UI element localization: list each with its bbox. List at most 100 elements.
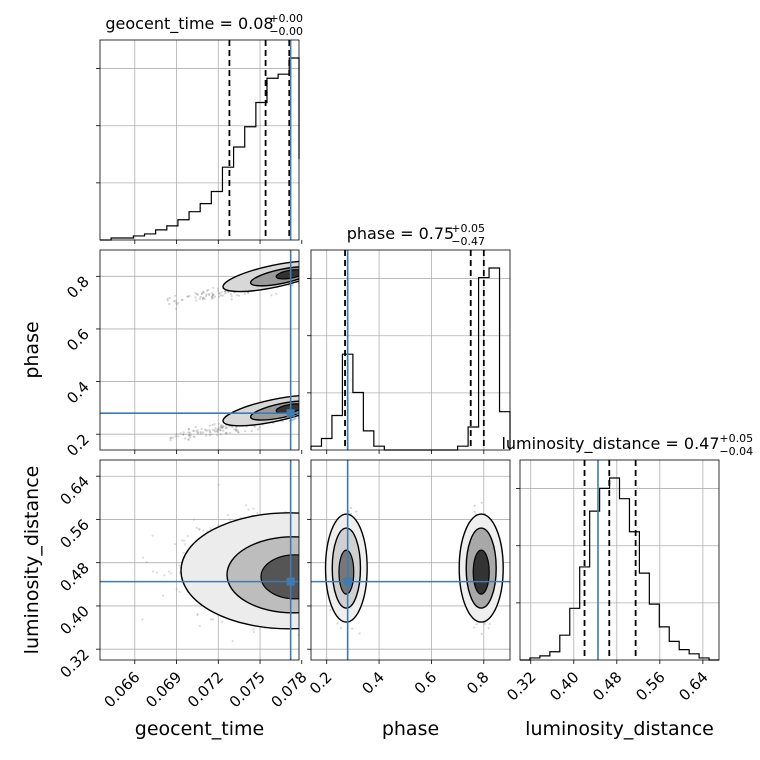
sample-point [291, 418, 294, 421]
x-tick-label: 0.069 [142, 668, 185, 711]
tick-layer [96, 68, 704, 664]
x-tick-label: 0.4 [358, 668, 388, 698]
sample-point [192, 435, 195, 438]
sample-point [250, 430, 253, 433]
sample-point [253, 425, 257, 428]
sample-point [189, 436, 192, 439]
sample-point [170, 436, 173, 440]
y-tick-label: 0.40 [56, 602, 92, 638]
sample-point [168, 302, 171, 306]
sample-point [180, 298, 184, 302]
sample-point [336, 622, 339, 625]
sample-point [182, 431, 185, 434]
hist-title-lower-geocent_time: −0.00 [269, 25, 303, 38]
sample-point [207, 288, 210, 291]
sample-point [219, 425, 222, 428]
sample-point [211, 618, 215, 621]
sample-point [166, 297, 169, 300]
sample-point [199, 431, 202, 434]
sample-point [171, 436, 174, 439]
sample-point [252, 507, 255, 510]
sample-point [301, 411, 303, 413]
sample-point [236, 430, 240, 433]
sample-point [198, 297, 201, 300]
sample-point [235, 294, 239, 297]
panel-frame [99, 249, 300, 451]
sample-point [204, 294, 208, 298]
sample-point [225, 432, 228, 435]
sample-point [237, 294, 241, 297]
y-tick-label: 0.6 [63, 325, 93, 355]
sample-point [211, 293, 214, 297]
sample-point [230, 298, 233, 301]
sample-point [198, 527, 201, 531]
sample-point [194, 425, 197, 429]
sample-point [217, 422, 220, 425]
sample-point [203, 428, 206, 431]
histogram-step-geocent_time [100, 57, 300, 241]
sample-point [300, 416, 302, 418]
sample-point [187, 438, 190, 441]
sample-point [219, 433, 222, 436]
sample-point [235, 429, 238, 432]
sample-point [222, 425, 225, 428]
sample-point [247, 508, 250, 511]
sample-point [301, 405, 303, 407]
sample-point [256, 511, 259, 514]
hist-title-upper-phase: +0.05 [451, 222, 485, 235]
x-tick-label: 0.8 [463, 668, 493, 698]
sample-point [210, 295, 213, 299]
sample-point [155, 571, 159, 574]
contour-inner [338, 549, 355, 595]
sample-point [174, 435, 177, 438]
sample-point [483, 622, 486, 626]
sample-point [163, 574, 166, 577]
sample-point [201, 296, 204, 300]
sample-point [300, 412, 302, 414]
sample-point [480, 632, 483, 636]
sample-point [209, 618, 213, 621]
sample-point [141, 618, 144, 621]
sample-point [228, 431, 232, 434]
x-tick-label: 0.40 [546, 668, 582, 704]
x-axis-label-phase: phase [382, 718, 439, 740]
sample-point [174, 294, 177, 297]
sample-point [192, 429, 195, 433]
sample-point [187, 295, 190, 298]
sample-point [205, 289, 209, 292]
sample-point [196, 612, 199, 616]
x-tick-label: 0.64 [675, 668, 711, 704]
sample-point [213, 295, 217, 298]
sample-points-layer [141, 268, 499, 643]
sample-point [188, 434, 191, 438]
sample-point [182, 433, 185, 436]
sample-point [207, 294, 211, 297]
sample-point [169, 436, 172, 439]
sample-point [475, 623, 478, 626]
sample-point [233, 428, 236, 431]
y-tick-label: 0.4 [63, 378, 93, 408]
sample-point [141, 556, 145, 559]
sample-point [244, 430, 247, 433]
sample-point [176, 435, 180, 438]
sample-point [217, 428, 220, 431]
sample-point [225, 424, 228, 427]
sample-point [231, 640, 234, 643]
x-axis-label-geocent_time: geocent_time [135, 718, 264, 740]
sample-point [174, 307, 178, 310]
sample-point [247, 291, 250, 295]
contour-inner [260, 554, 299, 600]
sample-point [182, 551, 185, 554]
sample-point [275, 292, 278, 295]
sample-point [473, 510, 476, 513]
sample-point [176, 302, 180, 305]
sample-point [195, 430, 198, 433]
sample-point [351, 627, 354, 630]
sample-point [199, 295, 202, 298]
sample-point [211, 296, 214, 300]
sample-point [219, 428, 222, 432]
hist-title-geocent_time: geocent_time = 0.08 [105, 14, 273, 34]
sample-point [300, 279, 302, 281]
sample-point [300, 275, 302, 277]
